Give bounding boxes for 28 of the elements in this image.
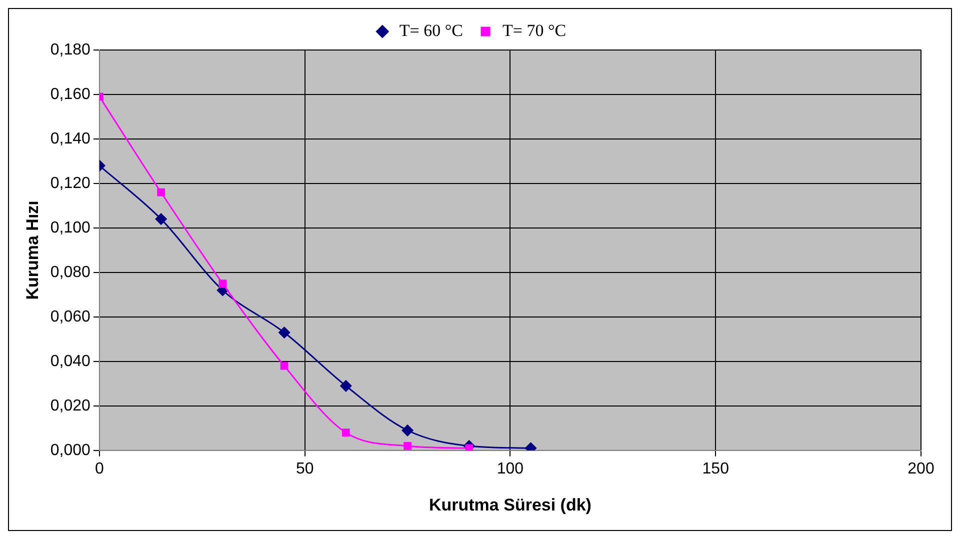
point [157, 188, 165, 196]
x-tick-label: 0 [94, 460, 104, 478]
y-tick-label: 0,000 [50, 442, 91, 459]
point [218, 280, 227, 288]
point [340, 380, 352, 392]
y-tick-label: 0,080 [50, 264, 91, 281]
y-tick-label: 0,120 [50, 174, 91, 192]
x-tick-label: 150 [702, 460, 730, 478]
y-tick-label: 0,040 [50, 352, 91, 370]
y-tick-label: 0,160 [50, 86, 91, 103]
point [404, 442, 412, 450]
y-tick-label: 0,180 [50, 41, 91, 58]
point [402, 424, 414, 436]
y-axis-title: Kuruma Hızı [22, 200, 42, 300]
point [155, 213, 167, 225]
y-tick-label: 0,100 [50, 219, 91, 236]
x-tick-label: 200 [908, 460, 934, 478]
point [280, 362, 288, 370]
x-axis-title: Kurutma Süresi (dk) [428, 495, 592, 514]
legend-label: T= 60 °C [399, 20, 463, 40]
point [278, 326, 290, 338]
point [342, 428, 350, 437]
y-tick-label: 0,060 [50, 308, 91, 326]
x-tick-label: 50 [296, 460, 314, 478]
legend-label: T= 70 °C [502, 20, 566, 40]
x-tick-label: 100 [496, 460, 524, 478]
y-tick-label: 0,020 [50, 397, 91, 414]
y-tick-label: 0,140 [50, 130, 91, 148]
